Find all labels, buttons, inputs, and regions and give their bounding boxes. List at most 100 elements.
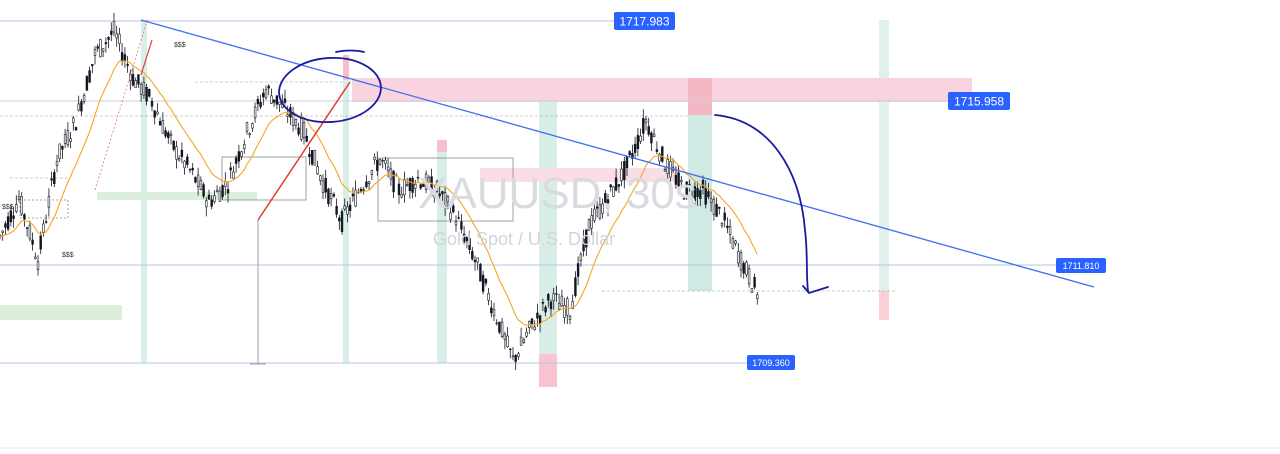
candle-body	[63, 134, 67, 144]
supply-zone	[343, 55, 349, 80]
candle-body	[25, 227, 29, 229]
candle-body	[226, 189, 230, 194]
candle-body	[272, 99, 276, 103]
candle-body	[728, 226, 732, 235]
candle-body	[503, 333, 507, 340]
candle-body	[479, 263, 482, 282]
candle-body	[199, 180, 203, 190]
supply-zone	[437, 140, 447, 152]
price-tag-high[interactable]: 1717.983	[614, 12, 675, 30]
candle-body	[110, 30, 113, 35]
candle-body	[72, 117, 75, 123]
candle-body	[411, 177, 414, 193]
supply-zone	[879, 291, 889, 320]
liquidity-label: $$$	[62, 252, 74, 259]
candle-body	[544, 306, 547, 313]
candle-body	[378, 159, 382, 165]
candle-body	[215, 189, 219, 192]
candle-body	[739, 252, 743, 271]
price-tag-low[interactable]: 1709.360	[747, 355, 795, 370]
candle-body	[639, 135, 642, 142]
candle-body	[346, 206, 349, 215]
candle-body	[188, 169, 192, 171]
candle-body	[85, 76, 89, 91]
candle-body	[262, 92, 265, 98]
candle-body	[462, 233, 466, 243]
candle-body	[332, 194, 336, 197]
candle-body	[240, 151, 243, 158]
candle-body	[115, 33, 118, 39]
candle-body	[210, 199, 213, 207]
candle-body	[414, 183, 417, 189]
candle-body	[308, 153, 311, 158]
candle-body	[107, 36, 110, 40]
candle-body	[392, 170, 395, 193]
demand-zones	[0, 192, 257, 320]
candle-body	[126, 64, 129, 66]
candle-body	[435, 180, 439, 192]
candle-body	[324, 178, 327, 193]
candle-body	[587, 219, 591, 231]
teal-column	[437, 150, 447, 363]
candle-body	[623, 161, 626, 180]
price-tag-resistance[interactable]: 1715.958	[948, 92, 1010, 110]
candle-body	[704, 187, 707, 205]
candle-body	[69, 138, 72, 142]
price-tag-mid[interactable]: 1711.810	[1056, 258, 1106, 273]
candle-body	[400, 194, 403, 198]
candle-body	[726, 225, 729, 229]
candle-body	[576, 263, 580, 277]
candle-body	[248, 133, 251, 136]
candle-body	[313, 149, 317, 166]
candle-body	[519, 336, 523, 346]
candle-body	[468, 238, 471, 251]
candle-body	[205, 200, 208, 208]
candle-body	[137, 74, 140, 85]
candle-body	[669, 161, 672, 178]
supply-zones	[343, 55, 972, 387]
candle-body	[647, 126, 650, 135]
candle-body	[286, 114, 289, 117]
candle-body	[44, 221, 48, 223]
candle-body	[186, 156, 189, 165]
candle-body	[310, 150, 314, 165]
candle-body	[563, 304, 566, 318]
candle-body	[120, 52, 124, 61]
candle-body	[547, 294, 550, 301]
candle-body	[715, 204, 718, 217]
candle-body	[620, 168, 623, 181]
candle-body	[101, 48, 105, 52]
candle-body	[403, 179, 406, 196]
candle-body	[688, 184, 691, 187]
candle-body	[88, 70, 91, 83]
candle-body	[145, 87, 148, 102]
candle-body	[593, 208, 596, 221]
candle-body	[549, 301, 553, 310]
candle-body	[275, 95, 279, 105]
demand-zone	[0, 305, 122, 320]
candle-body	[123, 54, 127, 61]
candle-body	[180, 149, 184, 157]
candle-body	[476, 257, 479, 263]
candle-body	[53, 172, 56, 184]
candle-body	[397, 183, 401, 196]
candle-body	[538, 315, 542, 324]
candle-body	[756, 294, 759, 299]
candle-body	[294, 119, 298, 126]
candle-body	[682, 198, 686, 200]
candle-body	[734, 240, 737, 244]
candle-body	[484, 278, 488, 284]
candle-body	[457, 217, 460, 219]
candle-body	[305, 136, 308, 142]
candle-body	[104, 42, 108, 45]
candle-body	[473, 259, 477, 263]
supply-zone	[480, 168, 680, 182]
forecast-arrow	[714, 114, 809, 292]
red-fib-line	[140, 39, 153, 76]
supply-zone	[688, 78, 712, 115]
candle-body	[652, 133, 656, 137]
range-box	[377, 157, 514, 222]
candle-body	[655, 149, 659, 152]
candle-body	[747, 268, 751, 285]
